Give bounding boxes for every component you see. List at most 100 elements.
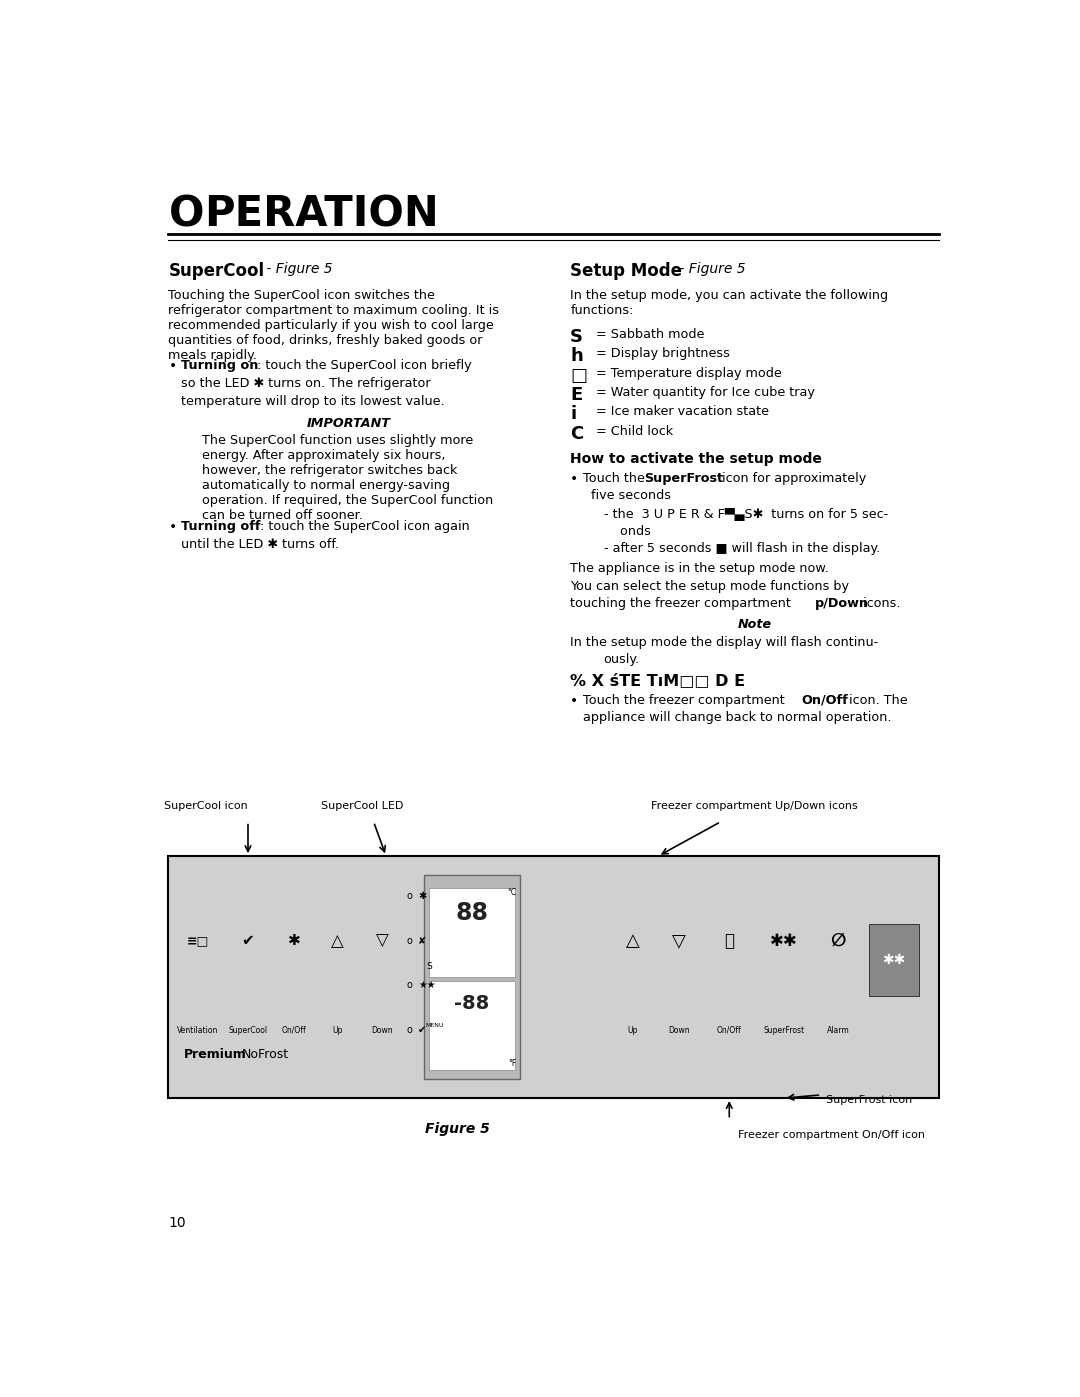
Text: icon for approximately: icon for approximately bbox=[718, 472, 866, 485]
Text: ✔: ✔ bbox=[418, 1025, 426, 1035]
Text: SuperCool: SuperCool bbox=[229, 1025, 268, 1035]
Text: Figure 5: Figure 5 bbox=[424, 1122, 489, 1136]
Text: □: □ bbox=[570, 366, 588, 384]
Text: ✘: ✘ bbox=[418, 936, 426, 946]
Text: o: o bbox=[406, 981, 413, 990]
Text: touching the freezer compartment: touching the freezer compartment bbox=[570, 597, 795, 610]
Text: p/Down: p/Down bbox=[814, 597, 868, 610]
Text: 10: 10 bbox=[168, 1217, 186, 1231]
Text: The SuperCool function uses slightly more
energy. After approximately six hours,: The SuperCool function uses slightly mor… bbox=[202, 434, 494, 522]
Text: Down: Down bbox=[372, 1025, 393, 1035]
Text: Ventilation: Ventilation bbox=[177, 1025, 218, 1035]
Text: △: △ bbox=[332, 932, 343, 950]
Text: O: O bbox=[168, 193, 204, 236]
Text: On/Off: On/Off bbox=[801, 694, 848, 707]
Text: S: S bbox=[570, 328, 583, 346]
Text: ▽: ▽ bbox=[672, 932, 686, 950]
Text: - the  3 U P E R & F▀▄S✱  turns on for 5 sec-: - the 3 U P E R & F▀▄S✱ turns on for 5 s… bbox=[604, 507, 888, 521]
Text: In the setup mode, you can activate the following
functions:: In the setup mode, you can activate the … bbox=[570, 289, 889, 317]
Text: : touch the SuperCool icon briefly: : touch the SuperCool icon briefly bbox=[257, 359, 472, 372]
Bar bbox=[869, 923, 919, 996]
Text: Down: Down bbox=[669, 1025, 690, 1035]
Text: △: △ bbox=[626, 932, 640, 950]
Text: NoFrost: NoFrost bbox=[242, 1048, 289, 1062]
Text: Up: Up bbox=[627, 1025, 638, 1035]
Text: ✱✱: ✱✱ bbox=[770, 932, 797, 950]
Text: You can select the setup mode functions by: You can select the setup mode functions … bbox=[570, 580, 849, 592]
Text: ∅: ∅ bbox=[831, 932, 846, 950]
Text: SuperFrost: SuperFrost bbox=[764, 1025, 805, 1035]
Bar bbox=[168, 856, 939, 1098]
Text: ously.: ously. bbox=[604, 652, 639, 666]
Text: ⏻: ⏻ bbox=[725, 932, 734, 950]
Text: icon. The: icon. The bbox=[845, 694, 907, 707]
Text: = Water quantity for Ice cube tray: = Water quantity for Ice cube tray bbox=[592, 386, 815, 400]
Text: Turning off: Turning off bbox=[181, 521, 260, 534]
Text: On/Off: On/Off bbox=[717, 1025, 742, 1035]
Text: Touch the: Touch the bbox=[583, 472, 649, 485]
Text: = Sabbath mode: = Sabbath mode bbox=[592, 328, 704, 341]
Text: The appliance is in the setup mode now.: The appliance is in the setup mode now. bbox=[570, 563, 829, 576]
Text: i: i bbox=[570, 405, 577, 423]
Text: Freezer compartment Up/Down icons: Freezer compartment Up/Down icons bbox=[651, 800, 858, 810]
Text: = Display brightness: = Display brightness bbox=[592, 348, 730, 360]
Text: ✱: ✱ bbox=[287, 933, 300, 949]
Text: o: o bbox=[406, 1025, 413, 1035]
Text: PERATION: PERATION bbox=[204, 193, 440, 236]
Text: IMPORTANT: IMPORTANT bbox=[307, 418, 391, 430]
Text: SuperFrost: SuperFrost bbox=[644, 472, 723, 485]
Text: -88: -88 bbox=[455, 995, 489, 1013]
Text: °F: °F bbox=[509, 1059, 516, 1067]
Text: - Figure 5: - Figure 5 bbox=[262, 263, 333, 277]
Text: ✱✱: ✱✱ bbox=[882, 953, 906, 967]
Text: MENU: MENU bbox=[426, 1024, 444, 1028]
Text: temperature will drop to its lowest value.: temperature will drop to its lowest valu… bbox=[181, 394, 445, 408]
Text: o: o bbox=[406, 936, 413, 946]
Text: •: • bbox=[168, 521, 177, 535]
Bar bbox=[429, 887, 515, 977]
Text: Premium: Premium bbox=[184, 1048, 246, 1062]
Text: SuperCool icon: SuperCool icon bbox=[164, 800, 248, 810]
Text: five seconds: five seconds bbox=[591, 489, 671, 503]
Text: 88: 88 bbox=[456, 901, 488, 925]
Text: Alarm: Alarm bbox=[826, 1025, 850, 1035]
Text: ▽: ▽ bbox=[376, 932, 389, 950]
Text: ✱: ✱ bbox=[418, 891, 426, 901]
Text: Touch the freezer compartment: Touch the freezer compartment bbox=[583, 694, 788, 707]
Text: SuperCool LED: SuperCool LED bbox=[322, 800, 404, 810]
Text: so the LED ✱ turns on. The refrigerator: so the LED ✱ turns on. The refrigerator bbox=[181, 377, 431, 390]
Text: ≡□: ≡□ bbox=[187, 935, 208, 947]
Text: S: S bbox=[427, 963, 432, 971]
Text: °C: °C bbox=[508, 887, 516, 897]
Text: •: • bbox=[168, 359, 177, 373]
Text: : touch the SuperCool icon again: : touch the SuperCool icon again bbox=[259, 521, 470, 534]
Text: until the LED ✱ turns off.: until the LED ✱ turns off. bbox=[181, 538, 339, 550]
Bar bbox=[429, 981, 515, 1070]
Text: Setup Mode: Setup Mode bbox=[570, 263, 683, 281]
Text: = Ice maker vacation state: = Ice maker vacation state bbox=[592, 405, 769, 418]
Text: Note: Note bbox=[738, 619, 771, 631]
Text: Freezer compartment On/Off icon: Freezer compartment On/Off icon bbox=[738, 1130, 924, 1140]
Text: onds: onds bbox=[612, 525, 651, 538]
Text: h: h bbox=[570, 348, 583, 365]
Bar bbox=[423, 876, 521, 1078]
Text: % X śTE TıM□□ D E: % X śTE TıM□□ D E bbox=[570, 673, 745, 689]
Text: Turning on: Turning on bbox=[181, 359, 258, 372]
Text: •: • bbox=[570, 472, 579, 486]
Text: - after 5 seconds ■ will flash in the display.: - after 5 seconds ■ will flash in the di… bbox=[604, 542, 880, 555]
Text: How to activate the setup mode: How to activate the setup mode bbox=[570, 451, 822, 465]
Text: o: o bbox=[406, 891, 413, 901]
Text: •: • bbox=[570, 694, 579, 708]
Text: appliance will change back to normal operation.: appliance will change back to normal ope… bbox=[583, 711, 891, 724]
Text: = Temperature display mode: = Temperature display mode bbox=[592, 366, 782, 380]
Text: C: C bbox=[570, 425, 583, 443]
Text: In the setup mode the display will flash continu-: In the setup mode the display will flash… bbox=[570, 636, 878, 648]
Text: Touching the SuperCool icon switches the
refrigerator compartment to maximum coo: Touching the SuperCool icon switches the… bbox=[168, 289, 499, 362]
Text: ✔: ✔ bbox=[242, 933, 255, 949]
Text: ★★: ★★ bbox=[418, 981, 435, 990]
Text: SuperCool: SuperCool bbox=[168, 263, 265, 281]
Text: = Child lock: = Child lock bbox=[592, 425, 673, 437]
Text: icons.: icons. bbox=[859, 597, 901, 610]
Text: SuperFrost icon: SuperFrost icon bbox=[825, 1095, 912, 1105]
Text: E: E bbox=[570, 386, 582, 404]
